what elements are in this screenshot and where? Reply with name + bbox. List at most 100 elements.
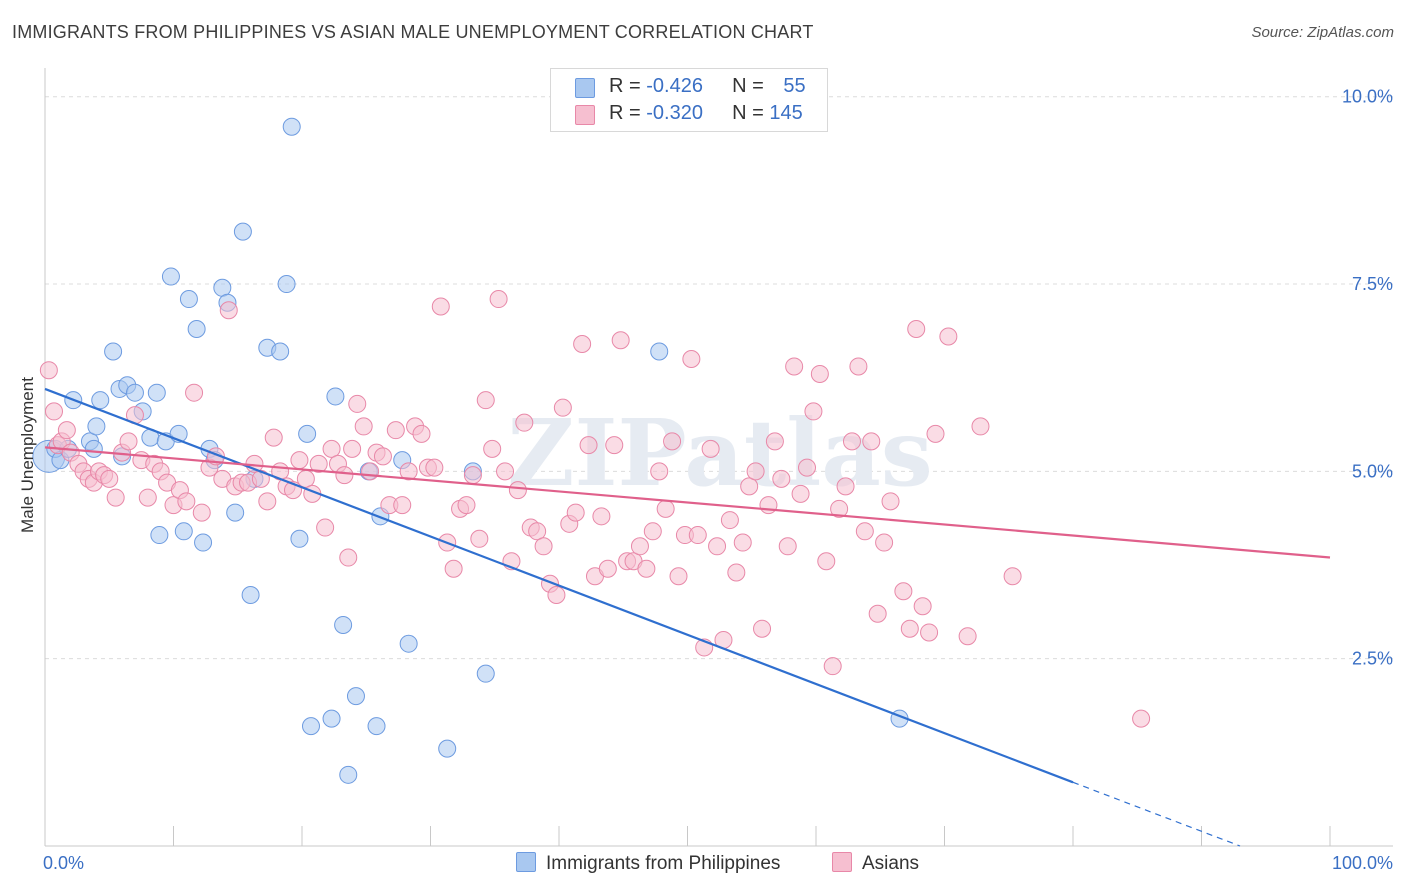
- asians-point: [605, 436, 624, 455]
- asians-point: [343, 439, 362, 458]
- philippines-point: [84, 439, 103, 458]
- y-axis-label: Male Unemployment: [18, 377, 37, 533]
- asians-point: [855, 522, 874, 541]
- philippines-point: [271, 342, 290, 361]
- asians-point: [913, 597, 932, 616]
- philippines-point: [147, 383, 166, 402]
- asians-point: [868, 604, 887, 623]
- asians-point: [534, 537, 553, 556]
- asians-point: [778, 537, 797, 556]
- bottom-legend-swatch-asians: [832, 852, 852, 872]
- asians-point: [823, 657, 842, 676]
- asians-point: [528, 522, 547, 541]
- asians-point: [339, 548, 358, 567]
- philippines-point: [179, 290, 198, 309]
- y-tick-label: 7.5%: [1352, 274, 1393, 294]
- philippines-point: [161, 267, 180, 286]
- asians-point: [573, 334, 592, 353]
- philippines-point: [322, 709, 341, 728]
- asians-point: [740, 477, 759, 496]
- asians-point: [361, 462, 380, 481]
- legend-box: R = -0.426 N = 55 R = -0.320 N = 145: [550, 68, 828, 132]
- asians-point: [900, 619, 919, 638]
- asians-point: [746, 462, 765, 481]
- asians-point: [412, 424, 431, 443]
- asians-point: [547, 585, 566, 604]
- points-layer: [32, 117, 1151, 784]
- watermark: ZIPatlas: [507, 399, 932, 507]
- philippines-point: [104, 342, 123, 361]
- asians-point: [592, 507, 611, 526]
- philippines-point: [282, 117, 301, 136]
- asians-point: [483, 439, 502, 458]
- asians-point: [44, 402, 63, 421]
- philippines-point: [438, 739, 457, 758]
- bottom-legend-asians: Asians: [832, 852, 919, 875]
- asians-point: [39, 361, 58, 380]
- asians-point: [579, 436, 598, 455]
- philippines-point: [650, 342, 669, 361]
- philippines-point: [367, 717, 386, 736]
- asians-point: [309, 454, 328, 473]
- legend-r-label: R =: [609, 75, 647, 97]
- bottom-legend-philippines: Immigrants from Philippines: [516, 852, 780, 875]
- x-tick-label: 0.0%: [43, 853, 84, 873]
- philippines-point: [174, 522, 193, 541]
- asians-point: [798, 458, 817, 477]
- legend-swatch-asians: [575, 105, 595, 125]
- philippines-point: [476, 664, 495, 683]
- asians-trendline: [44, 446, 1331, 559]
- asians-point: [663, 432, 682, 451]
- legend-n-value: 55: [783, 75, 806, 97]
- asians-point: [463, 466, 482, 485]
- asians-point: [119, 432, 138, 451]
- philippines-trendline-extension: [1072, 781, 1241, 847]
- philippines-point: [339, 765, 358, 784]
- asians-point: [836, 477, 855, 496]
- asians-point: [894, 582, 913, 601]
- philippines-point: [277, 275, 296, 294]
- asians-point: [817, 552, 836, 571]
- asians-point: [354, 417, 373, 436]
- asians-point: [348, 394, 367, 413]
- asians-point: [100, 469, 119, 488]
- legend-swatch-philippines: [575, 78, 595, 98]
- asians-point: [849, 357, 868, 376]
- asians-point: [1132, 709, 1151, 728]
- philippines-point: [87, 417, 106, 436]
- philippines-point: [91, 391, 110, 410]
- asians-point: [515, 413, 534, 432]
- legend-r-value: -0.426: [646, 75, 703, 97]
- asians-point: [386, 421, 405, 440]
- asians-point: [753, 619, 772, 638]
- asians-point: [682, 349, 701, 368]
- asians-point: [708, 537, 727, 556]
- asians-point: [939, 327, 958, 346]
- asians-point: [316, 518, 335, 537]
- asians-point: [688, 526, 707, 545]
- legend-r-label: R =: [609, 102, 647, 124]
- asians-point: [830, 499, 849, 518]
- asians-point: [785, 357, 804, 376]
- asians-point: [733, 533, 752, 552]
- philippines-point: [399, 634, 418, 653]
- asians-point: [251, 469, 270, 488]
- grid-layer: [45, 96, 1393, 660]
- asians-point: [920, 623, 939, 642]
- y-tick-label: 5.0%: [1352, 461, 1393, 481]
- philippines-point: [150, 526, 169, 545]
- asians-point: [566, 503, 585, 522]
- asians-point: [457, 496, 476, 515]
- asians-point: [643, 522, 662, 541]
- asians-point: [630, 537, 649, 556]
- asians-point: [496, 462, 515, 481]
- philippines-point: [326, 387, 345, 406]
- philippines-point: [233, 222, 252, 241]
- asians-point: [138, 488, 157, 507]
- asians-point: [810, 364, 829, 383]
- asians-point: [669, 567, 688, 586]
- philippines-point: [301, 717, 320, 736]
- legend-n-label: N =: [732, 102, 770, 124]
- asians-point: [791, 484, 810, 503]
- philippines-trendline: [44, 387, 1074, 784]
